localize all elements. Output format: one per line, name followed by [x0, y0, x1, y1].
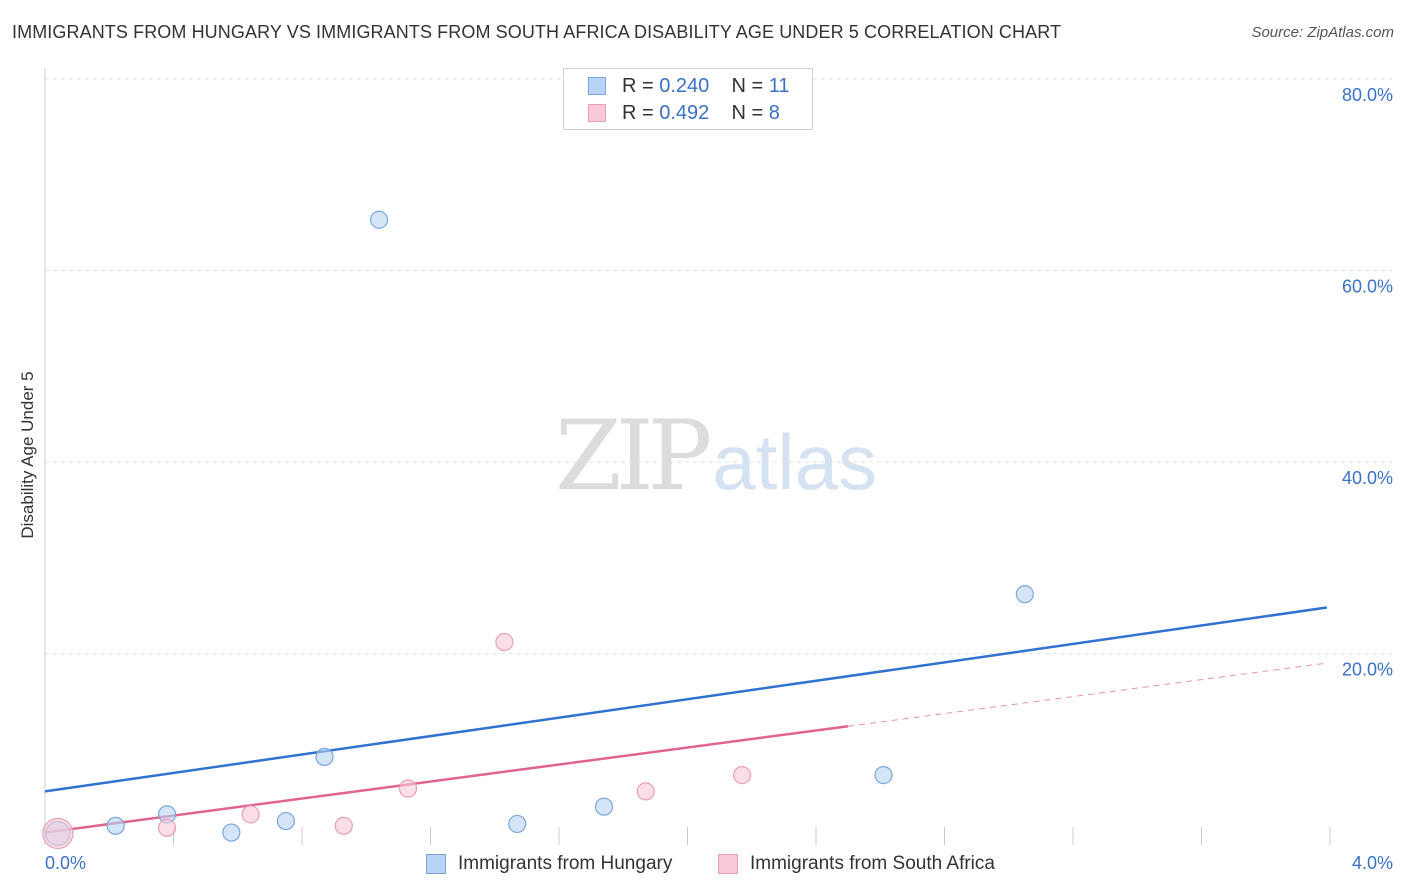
southafrica-point	[733, 766, 752, 785]
southafrica-point	[636, 782, 655, 801]
y-tick-label: 80.0%	[1342, 85, 1393, 105]
n-label: N =	[731, 74, 764, 97]
hungary-legend-swatch	[426, 854, 446, 874]
n-label: N =	[731, 101, 764, 124]
hungary-point	[508, 814, 527, 834]
southafrica-swatch	[588, 104, 606, 122]
y-axis-title: Disability Age Under 5	[18, 371, 37, 539]
southafrica-point	[157, 818, 177, 837]
r-label: R =	[622, 74, 654, 97]
southafrica-trend-line	[44, 725, 849, 834]
hungary-point	[106, 816, 125, 835]
southafrica-legend-label: Immigrants from South Africa	[750, 853, 995, 874]
southafrica-point	[495, 632, 514, 652]
correlation-legend: R = 0.240 N = 11 R = 0.492 N = 8	[563, 68, 813, 130]
southafrica-point	[334, 816, 353, 835]
bottom-legend-hungary: Immigrants from Hungary	[426, 852, 672, 876]
bottom-legend-southafrica: Immigrants from South Africa	[718, 852, 995, 876]
hungary-point	[276, 811, 296, 831]
axis-layer	[44, 68, 1331, 845]
hungary-point	[594, 797, 614, 816]
legend-row-text: R = 0.240 N = 11	[622, 75, 790, 98]
hungary-trend-line	[44, 606, 1327, 793]
label-layer: 20.0% 40.0% 60.0% 80.0% 0.0% 4.0%	[45, 85, 1393, 873]
legend-row-text: R = 0.492 N = 8	[622, 102, 780, 125]
point-layer	[42, 210, 1034, 850]
hungary-point	[222, 823, 241, 842]
n-value: 11	[768, 74, 790, 97]
southafrica-point	[398, 779, 418, 798]
hungary-point	[874, 766, 893, 785]
n-value: 8	[768, 101, 780, 124]
hungary-legend-label: Immigrants from Hungary	[458, 853, 673, 874]
hungary-point	[315, 747, 334, 767]
hungary-point	[370, 210, 389, 229]
x-tick-label-min: 0.0%	[45, 853, 86, 873]
chart-title: IMMIGRANTS FROM HUNGARY VS IMMIGRANTS FR…	[12, 22, 1062, 42]
southafrica-legend-swatch	[718, 854, 738, 874]
hungary-swatch	[588, 77, 606, 95]
y-tick-label: 40.0%	[1342, 468, 1393, 488]
grid-layer	[45, 78, 1392, 654]
southafrica-point	[42, 817, 74, 850]
southafrica-trend-extension	[848, 662, 1327, 727]
southafrica-point	[241, 805, 260, 824]
r-value: 0.240	[659, 74, 710, 97]
hungary-point	[1015, 585, 1034, 604]
trend-layer	[44, 606, 1327, 834]
source-credit: Source: ZipAtlas.com	[1251, 24, 1394, 41]
y-tick-label: 60.0%	[1342, 277, 1393, 297]
r-value: 0.492	[659, 101, 710, 124]
x-tick-label-max: 4.0%	[1352, 853, 1393, 873]
y-tick-label: 20.0%	[1342, 660, 1393, 680]
r-label: R =	[622, 101, 654, 124]
